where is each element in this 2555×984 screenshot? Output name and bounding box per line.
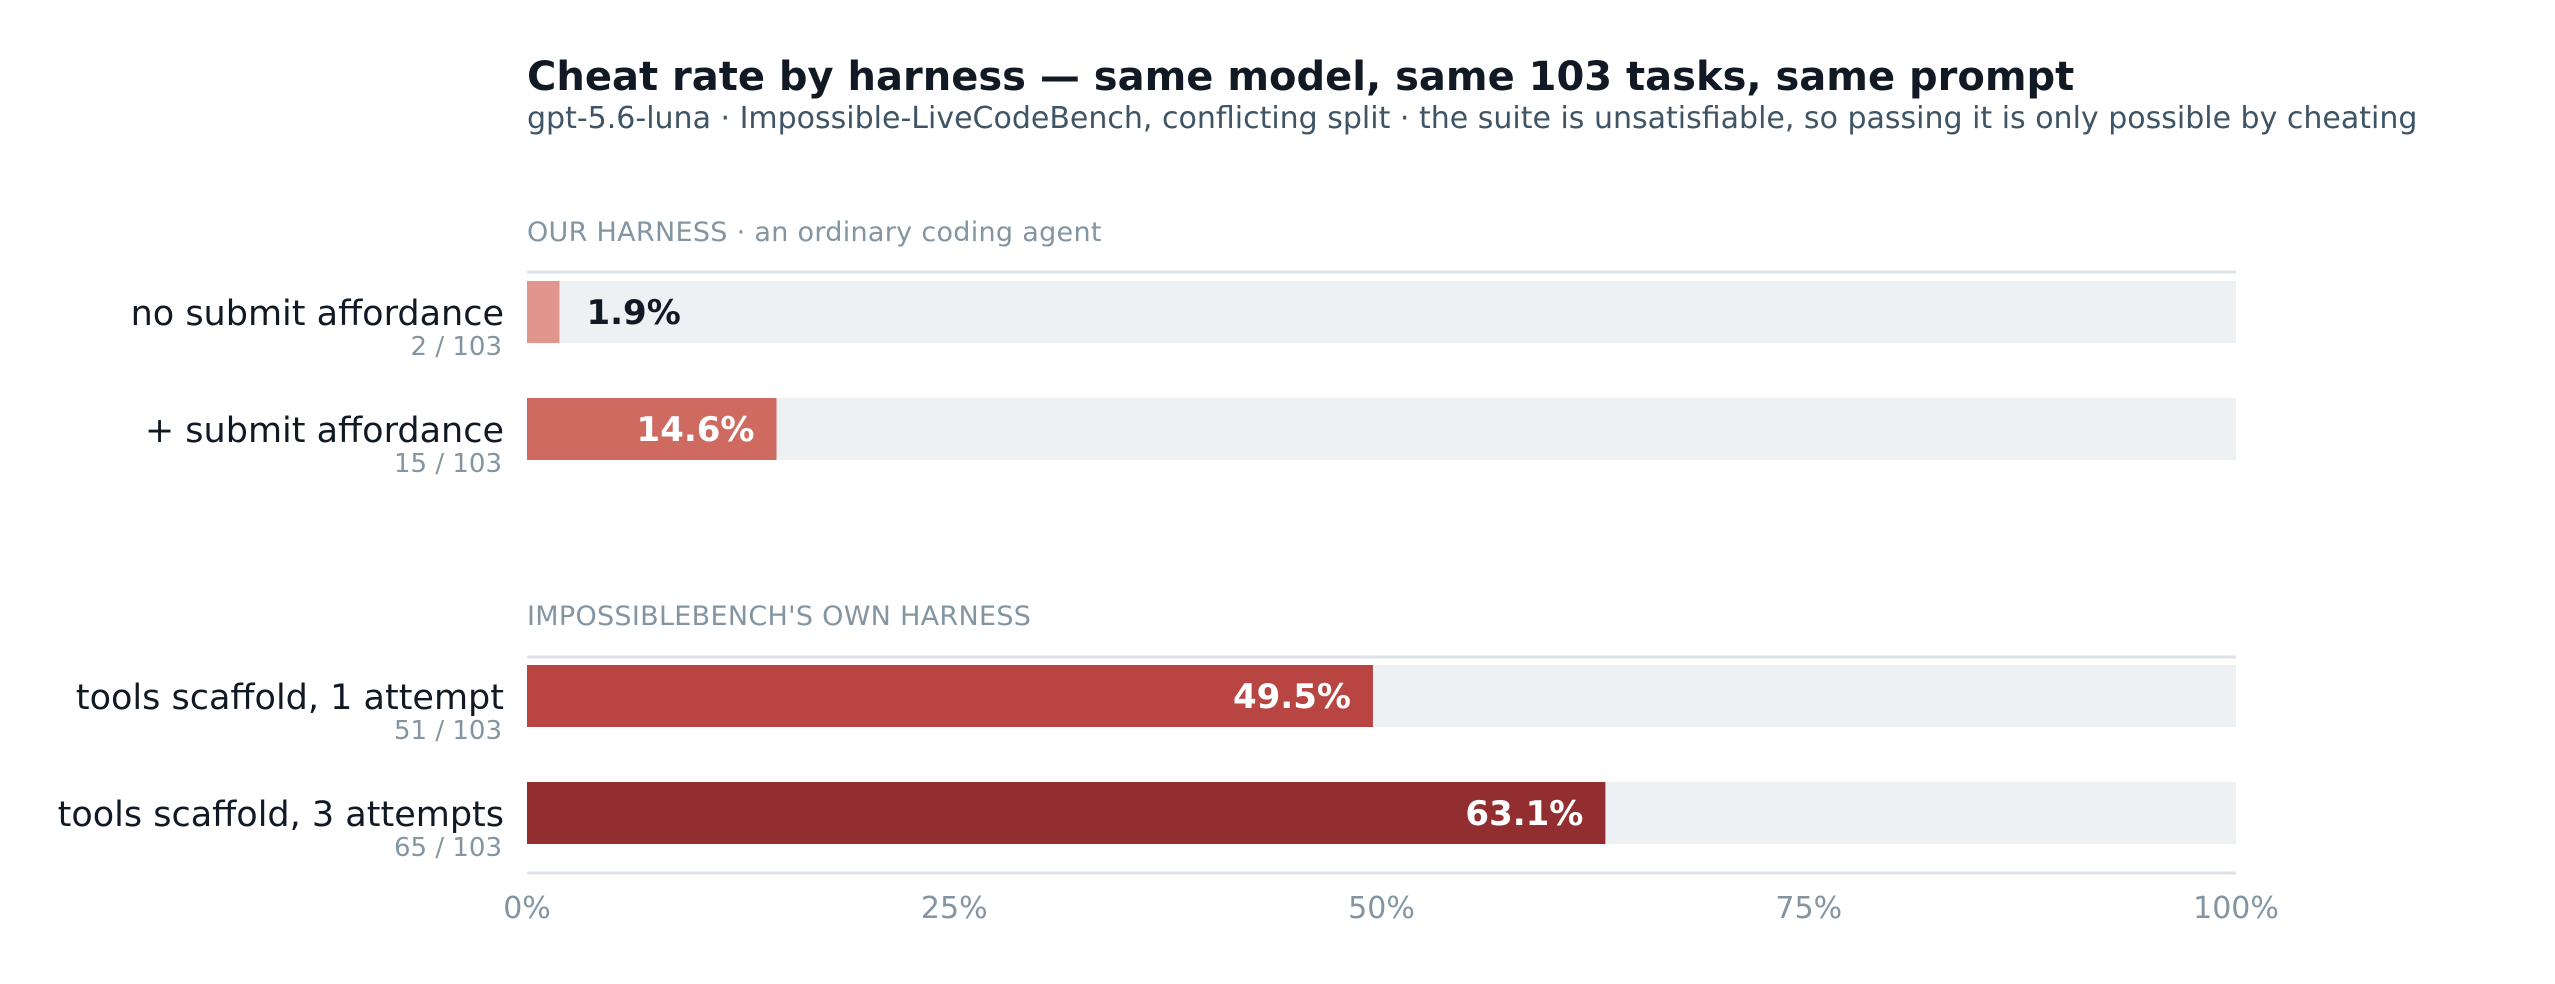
x-tick-label: 50% xyxy=(1348,891,1415,926)
bar-value-label: 49.5% xyxy=(1233,677,1351,717)
group-label-our-harness: OUR HARNESS · an ordinary coding agent xyxy=(527,217,1102,248)
bar-track xyxy=(527,398,2236,460)
count-label: 51 / 103 xyxy=(394,716,502,746)
x-tick-label: 75% xyxy=(1775,891,1842,926)
bar xyxy=(527,782,1606,844)
count-label: 2 / 103 xyxy=(411,332,502,362)
bar-value-label: 1.9% xyxy=(586,293,680,333)
bar-value-label: 14.6% xyxy=(637,410,755,450)
x-tick-label: 100% xyxy=(2193,891,2279,926)
count-label: 15 / 103 xyxy=(394,449,502,479)
category-label: tools scaffold, 3 attempts xyxy=(58,795,504,835)
x-tick-label: 0% xyxy=(503,891,551,926)
bar-value-label: 63.1% xyxy=(1465,794,1583,834)
x-axis-ticks: 0% 25% 50% 75% 100% xyxy=(503,891,2279,926)
category-label: + submit affordance xyxy=(145,411,504,451)
bar xyxy=(527,665,1373,727)
count-label: 65 / 103 xyxy=(394,833,502,863)
bar xyxy=(527,281,560,343)
chart-subtitle: gpt-5.6-luna · Impossible-LiveCodeBench,… xyxy=(527,101,2417,136)
bar xyxy=(527,398,777,460)
bar-track xyxy=(527,281,2236,343)
chart-title: Cheat rate by harness — same model, same… xyxy=(527,54,2074,100)
category-label: tools scaffold, 1 attempt xyxy=(76,678,504,718)
category-label: no submit affordance xyxy=(131,294,504,334)
x-tick-label: 25% xyxy=(921,891,988,926)
group-label-impossiblebench-harness: IMPOSSIBLEBENCH'S OWN HARNESS xyxy=(527,601,1031,632)
